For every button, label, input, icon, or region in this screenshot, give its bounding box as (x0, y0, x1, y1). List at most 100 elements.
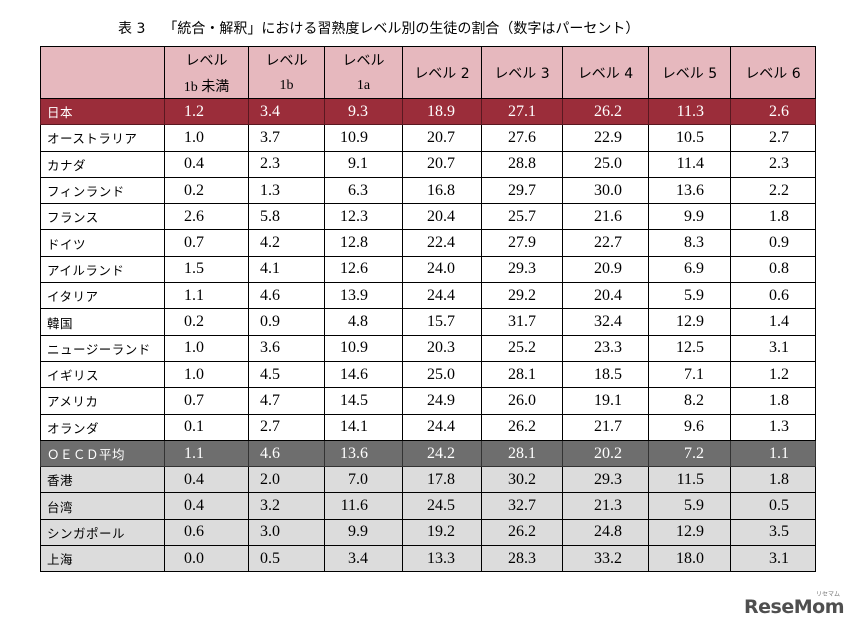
value-cell: 0.5 (730, 492, 816, 520)
value-cell: 12.8 (324, 229, 403, 257)
value-cell: 13.3 (402, 545, 482, 573)
value-cell: 1.1 (164, 439, 249, 468)
value-cell: 20.4 (402, 203, 482, 231)
value-cell: 0.7 (164, 387, 249, 415)
value-cell: 3.2 (248, 492, 325, 520)
value-cell: 11.3 (648, 97, 731, 126)
value-cell: 4.7 (248, 387, 325, 415)
value-cell: 25.2 (481, 334, 563, 362)
value-cell: 4.1 (248, 255, 325, 284)
value-cell: 33.2 (562, 545, 649, 573)
table-row: 韓国 0.2 0.9 4.8 15.7 31.7 32.4 12.9 1.4 (40, 308, 816, 336)
value-cell: 1.0 (164, 334, 249, 362)
value-cell: 24.5 (402, 492, 482, 520)
value-cell: 25.7 (481, 203, 563, 231)
value-cell: 0.1 (164, 413, 249, 441)
table-row: 台湾 0.4 3.2 11.6 24.5 32.7 21.3 5.9 0.5 (40, 492, 816, 520)
value-cell: 1.2 (730, 360, 816, 389)
value-cell: 2.2 (730, 176, 816, 205)
value-cell: 3.4 (324, 545, 403, 573)
value-cell: 18.5 (562, 360, 649, 389)
value-cell: 5.9 (648, 492, 731, 520)
table-row: ＯＥＣＤ平均 1.1 4.6 13.6 24.2 28.1 20.2 7.2 1.1 (40, 439, 816, 468)
value-cell: 22.7 (562, 229, 649, 257)
value-cell: 11.4 (648, 150, 731, 178)
value-cell: 26.2 (562, 97, 649, 126)
value-cell: 16.8 (402, 176, 482, 205)
value-cell: 32.4 (562, 308, 649, 336)
resemom-logo: ReseMom (744, 596, 844, 618)
country-name: シンガポール (40, 518, 165, 547)
watermark-sub: リセマム (815, 591, 840, 598)
header-level-2: レベル (248, 46, 325, 74)
value-cell: 9.6 (648, 413, 731, 441)
value-cell: 4.6 (248, 282, 325, 310)
value-cell: 8.3 (648, 229, 731, 257)
value-cell: 21.6 (562, 203, 649, 231)
value-cell: 29.3 (481, 255, 563, 284)
table-row: 上海 0.0 0.5 3.4 13.3 28.3 33.2 18.0 3.1 (40, 545, 816, 573)
value-cell: 1.5 (164, 255, 249, 284)
country-name: アメリカ (40, 387, 165, 415)
header-level-6: レベル 4 (562, 46, 649, 99)
table-row: イギリス 1.0 4.5 14.6 25.0 28.1 18.5 7.1 1.2 (40, 360, 816, 389)
value-cell: 24.4 (402, 413, 482, 441)
value-cell: 11.6 (324, 492, 403, 520)
value-cell: 29.7 (481, 176, 563, 205)
value-cell: 24.0 (402, 255, 482, 284)
value-cell: 0.2 (164, 176, 249, 205)
value-cell: 10.9 (324, 124, 403, 152)
value-cell: 4.2 (248, 229, 325, 257)
table-row: シンガポール 0.6 3.0 9.9 19.2 26.2 24.8 12.9 3.5 (40, 518, 816, 547)
value-cell: 18.9 (402, 97, 482, 126)
value-cell: 2.7 (248, 413, 325, 441)
country-name: 香港 (40, 466, 165, 494)
proficiency-table: レベル レベル レベル レベル 2 レベル 3 レベル 4 レベル 5 レベル 6 1b 未満… (40, 46, 816, 573)
value-cell: 12.9 (648, 308, 731, 336)
table-header: レベル レベル レベル レベル 2 レベル 3 レベル 4 レベル 5 レベル 6 1b 未満… (40, 46, 816, 99)
value-cell: 29.3 (562, 466, 649, 494)
value-cell: 1.8 (730, 203, 816, 231)
country-name: ドイツ (40, 229, 165, 257)
value-cell: 32.7 (481, 492, 563, 520)
value-cell: 13.9 (324, 282, 403, 310)
value-cell: 27.9 (481, 229, 563, 257)
value-cell: 25.0 (562, 150, 649, 178)
value-cell: 10.9 (324, 334, 403, 362)
value-cell: 19.1 (562, 387, 649, 415)
value-cell: 30.0 (562, 176, 649, 205)
value-cell: 1.4 (730, 308, 816, 336)
value-cell: 21.3 (562, 492, 649, 520)
value-cell: 20.9 (562, 255, 649, 284)
value-cell: 14.6 (324, 360, 403, 389)
table-body: 日本 1.2 3.4 9.3 18.9 27.1 26.2 11.3 2.6 オーストラリア 1.0… (40, 97, 816, 573)
value-cell: 14.1 (324, 413, 403, 441)
country-name: イギリス (40, 360, 165, 389)
value-cell: 8.2 (648, 387, 731, 415)
value-cell: 19.2 (402, 518, 482, 547)
value-cell: 23.3 (562, 334, 649, 362)
table-row: フランス 2.6 5.8 12.3 20.4 25.7 21.6 9.9 1.8 (40, 203, 816, 231)
table-row: フィンランド 0.2 1.3 6.3 16.8 29.7 30.0 13.6 2.2 (40, 176, 816, 205)
value-cell: 2.3 (730, 150, 816, 178)
value-cell: 7.0 (324, 466, 403, 494)
value-cell: 4.6 (248, 439, 325, 468)
value-cell: 0.2 (164, 308, 249, 336)
value-cell: 1.0 (164, 124, 249, 152)
value-cell: 3.7 (248, 124, 325, 152)
value-cell: 12.5 (648, 334, 731, 362)
header-level-3: レベル (324, 46, 403, 74)
value-cell: 24.2 (402, 439, 482, 468)
value-cell: 7.1 (648, 360, 731, 389)
value-cell: 0.5 (248, 545, 325, 573)
value-cell: 3.1 (730, 545, 816, 573)
value-cell: 0.6 (730, 282, 816, 310)
value-cell: 0.4 (164, 150, 249, 178)
value-cell: 3.4 (248, 97, 325, 126)
value-cell: 13.6 (324, 439, 403, 468)
value-cell: 22.4 (402, 229, 482, 257)
country-name: 上海 (40, 545, 165, 573)
country-name: カナダ (40, 150, 165, 178)
value-cell: 14.5 (324, 387, 403, 415)
value-cell: 1.3 (248, 176, 325, 205)
